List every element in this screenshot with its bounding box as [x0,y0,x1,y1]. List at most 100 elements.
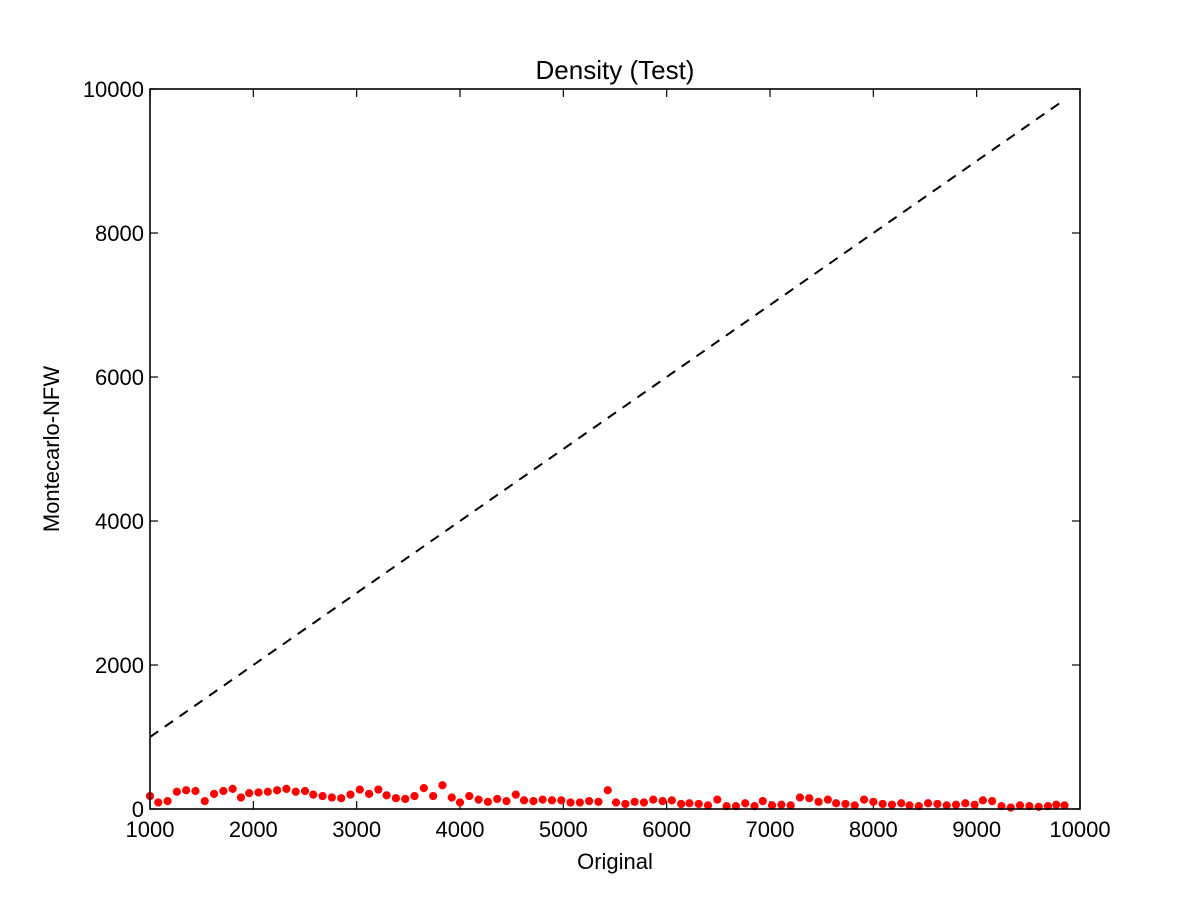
data-point [978,796,987,805]
y-tick-label: 4000 [95,509,144,534]
y-tick-label: 6000 [95,365,144,390]
data-point [1006,803,1015,812]
data-point [538,795,547,804]
x-tick-label: 6000 [642,817,691,842]
data-point [429,791,438,801]
data-point [887,800,897,809]
data-point [182,786,191,795]
data-point [585,796,594,806]
x-tick-label: 1000 [126,817,175,842]
data-point [951,800,961,809]
y-tick-label: 0 [132,797,144,822]
data-point [1015,801,1025,810]
data-point [374,785,383,794]
x-axis-title: Original [577,849,653,874]
data-point [767,801,777,810]
data-point [410,791,419,801]
data-point [786,801,795,810]
data-point [273,786,282,795]
data-point [658,796,667,806]
data-point [438,781,447,790]
data-point [667,796,676,805]
data-point [346,790,355,799]
x-tick-label: 9000 [952,817,1001,842]
data-point [933,799,942,809]
data-point [850,801,859,810]
data-point [557,796,566,805]
data-point [594,797,603,806]
data-point [1060,801,1069,810]
data-point [511,790,520,799]
y-tick-labels: 0 2000 4000 6000 8000 10000 [83,77,144,822]
data-point [832,799,841,808]
y-axis-title: Montecarlo-NFW [39,366,64,532]
data-point [988,796,997,806]
plot-area [150,89,1080,809]
data-point [474,795,483,804]
data-point [639,798,649,807]
data-point [228,784,237,793]
y-tick-label: 10000 [83,77,144,102]
data-point [300,786,310,796]
data-point [1043,802,1053,811]
data-point [741,799,750,808]
data-point [777,800,786,809]
data-point [391,794,401,803]
data-point [519,796,529,805]
data-point [611,798,621,807]
data-point [483,797,493,806]
data-point [630,797,639,806]
data-point [942,801,951,810]
data-point [649,795,658,804]
data-point [575,798,584,807]
data-point [493,794,502,804]
data-point [914,802,923,811]
data-point [419,784,428,793]
data-point [245,789,254,798]
data-point [961,799,970,808]
x-tick-label: 7000 [746,817,795,842]
data-point [731,802,741,811]
data-point [703,801,713,810]
data-point [814,797,823,806]
data-point [200,796,209,806]
data-point [878,799,887,809]
data-point [897,799,906,808]
x-tick-label: 2000 [229,817,278,842]
x-tick-label: 10000 [1049,817,1110,842]
data-point [263,787,272,796]
data-point [327,793,336,802]
data-point [750,802,759,811]
data-point [722,802,731,811]
x-tick-labels: 1000 2000 3000 4000 5000 6000 7000 8000 9000 1000… [126,817,1111,842]
data-point [547,796,557,805]
reference-line [149,98,1066,738]
data-point [191,786,200,796]
y-tick-label: 8000 [95,221,144,246]
data-point [923,799,933,808]
data-point [869,797,878,806]
data-point [447,793,456,802]
data-points [145,781,1069,812]
data-point [355,785,364,794]
data-point [455,798,465,807]
data-point [254,788,263,797]
data-point [337,794,346,803]
data-point [677,799,686,809]
plot-frame [149,88,1081,810]
data-point [603,786,612,795]
x-tick-label: 3000 [332,817,381,842]
data-point [841,799,850,809]
data-point [970,800,979,809]
data-point [209,789,219,798]
data-point [795,793,805,802]
data-point [694,799,703,809]
data-point [685,799,694,808]
data-point [318,791,327,801]
data-point [621,799,630,809]
data-point [465,791,474,801]
reference-line-group [149,98,1066,738]
data-point [805,794,814,803]
data-point [502,796,511,806]
